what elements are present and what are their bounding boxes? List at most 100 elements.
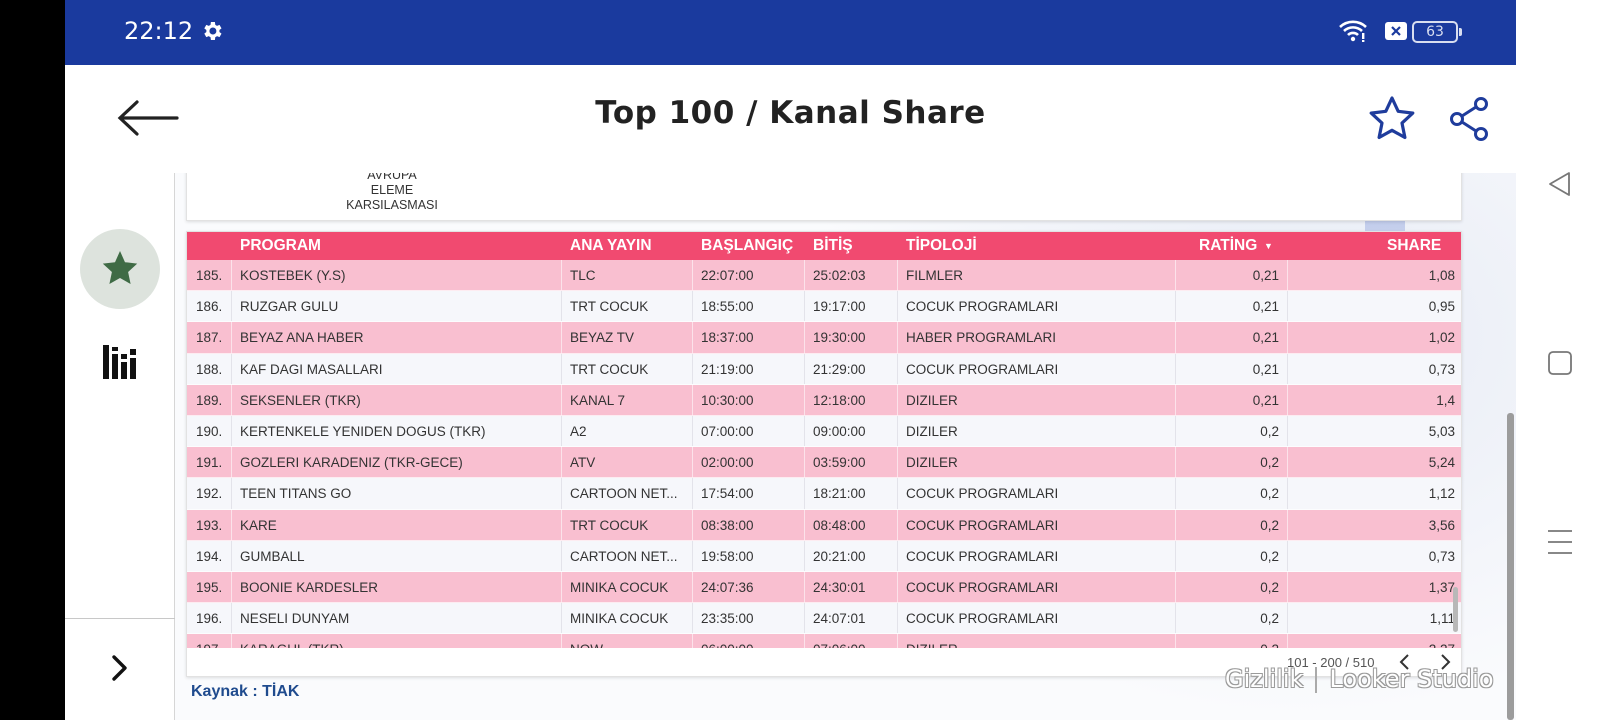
source-label: Kaynak : TİAK [191, 683, 300, 700]
table-row[interactable]: 192. TEEN TITANS GO CARTOON NET... 17:54:00… [187, 478, 1461, 510]
column-separator [692, 634, 693, 648]
column-separator [231, 384, 232, 415]
cell-end-time: 19:17:00 [813, 299, 866, 315]
sidebar-favorites-button[interactable] [80, 229, 160, 309]
cell-end-time: 12:18:00 [813, 392, 866, 408]
nav-back-button[interactable] [1516, 160, 1604, 208]
column-separator [231, 415, 232, 447]
column-separator [1175, 478, 1176, 509]
gear-icon [200, 19, 224, 48]
column-separator [897, 447, 898, 478]
cell-rating: 0,2 [1260, 517, 1279, 533]
column-separator [1287, 603, 1288, 634]
cell-typology: COCUK PROGRAMLARI [906, 611, 1059, 627]
column-header-share[interactable]: SHARE [1387, 237, 1442, 254]
cell-share: 1,08 [1428, 268, 1455, 283]
cell-end-time: 25:02:03 [813, 268, 866, 283]
column-separator [804, 291, 805, 322]
row-rank: 192. [196, 486, 223, 502]
table-row[interactable]: 196. NESELI DUNYAM MINIKA COCUK 23:35:00 24:… [187, 603, 1461, 635]
looker-studio-link[interactable]: Looker Studio [1329, 665, 1494, 693]
cell-start-time: 21:19:00 [701, 361, 754, 377]
column-separator [1287, 384, 1288, 415]
cell-end-time: 09:00:00 [813, 423, 866, 439]
column-separator [1287, 447, 1288, 478]
favorite-button[interactable] [1367, 94, 1417, 149]
chevron-right-icon [112, 655, 127, 681]
table-row[interactable]: 195. BOONIE KARDESLER MINIKA COCUK 24:07:36… [187, 571, 1461, 604]
column-separator [692, 415, 693, 447]
table-row[interactable]: 190. KERTENKELE YENIDEN DOGUS (TKR) A2 07:0… [187, 415, 1461, 448]
cell-typology: COCUK PROGRAMLARI [906, 517, 1059, 533]
row-rank: 191. [196, 455, 223, 471]
column-separator [1287, 415, 1288, 447]
column-separator [1175, 571, 1176, 603]
cell-end-time: 08:48:00 [813, 517, 866, 533]
cell-end-time: 20:21:00 [813, 548, 866, 564]
share-button[interactable] [1447, 96, 1491, 147]
cell-rating: 0,21 [1252, 330, 1279, 346]
sidebar-expand-button[interactable] [105, 653, 135, 688]
cell-channel: MINIKA COCUK [570, 579, 669, 595]
table-row[interactable]: 191. GOZLERI KARADENIZ (TKR-GECE) ATV 02:00… [187, 447, 1461, 479]
column-header-rating[interactable]: RATİNG [1199, 237, 1258, 254]
row-rank: 194. [196, 548, 223, 564]
privacy-link[interactable]: Gizlilik [1225, 665, 1304, 693]
prev-card-line: ELEME [370, 183, 414, 197]
cell-rating: 0,2 [1260, 579, 1279, 595]
column-separator [692, 540, 693, 571]
nav-menu-button[interactable] [1516, 518, 1604, 566]
column-header-program[interactable]: PROGRAM [240, 237, 321, 254]
column-header-tipoloji[interactable]: TİPOLOJİ [906, 237, 977, 254]
table-scrollbar-thumb[interactable] [1453, 587, 1458, 632]
column-separator [561, 509, 562, 540]
column-separator [1175, 634, 1176, 648]
cell-share: 5,03 [1428, 423, 1455, 439]
bar-chart-icon [103, 345, 136, 379]
cell-channel: MINIKA COCUK [570, 611, 669, 627]
table-row[interactable]: 187. BEYAZ ANA HABER BEYAZ TV 18:37:00 19:30… [187, 322, 1461, 354]
cell-start-time: 22:07:00 [701, 268, 754, 283]
sidebar-reports-button[interactable] [103, 345, 137, 384]
column-separator [1287, 260, 1288, 291]
column-separator [1287, 291, 1288, 322]
column-separator [561, 415, 562, 447]
column-header-baslangic[interactable]: BAŞLANGIÇ [701, 237, 794, 254]
table-row[interactable]: 185. KOSTEBEK (Y.S) TLC 22:07:00 25:02:03 FIL… [187, 260, 1461, 292]
column-separator [231, 509, 232, 540]
table-row[interactable]: 189. SEKSENLER (TKR) KANAL 7 10:30:00 12:18:… [187, 384, 1461, 416]
back-button[interactable] [117, 95, 179, 141]
footer-links: Gizlilik Looker Studio [1225, 665, 1494, 693]
column-header-ana-yayin[interactable]: ANA YAYIN [570, 237, 652, 254]
table-row[interactable]: 197. KARAGUL (TKR) NOW 06:00:00 07:06:00 DIZI… [187, 634, 1461, 648]
prev-card-line: AVRUPA [367, 173, 417, 182]
cell-start-time: 23:35:00 [701, 611, 754, 627]
table-row[interactable]: 188. KAF DAGI MASALLARI TRT COCUK 21:19:00 2… [187, 353, 1461, 385]
column-separator [804, 571, 805, 603]
page-scrollbar[interactable] [1507, 413, 1514, 720]
column-separator [231, 634, 232, 648]
cell-channel: A2 [570, 423, 587, 439]
sort-descending-icon[interactable]: ▼ [1264, 241, 1273, 251]
cell-share: 0,73 [1428, 361, 1455, 377]
cell-typology: DIZILER [906, 455, 958, 471]
pagination-prev-button[interactable] [1397, 653, 1413, 676]
cell-end-time: 21:29:00 [813, 361, 866, 377]
device-bezel [0, 0, 65, 720]
table-row[interactable]: 193. KARE TRT COCUK 08:38:00 08:48:00 COCUK P… [187, 509, 1461, 541]
column-separator [1175, 415, 1176, 447]
column-separator [561, 540, 562, 571]
sidebar-divider [65, 618, 175, 619]
cell-program: GOZLERI KARADENIZ (TKR-GECE) [240, 455, 463, 471]
nav-home-button[interactable] [1516, 339, 1604, 387]
table-row[interactable]: 194. GUMBALL CARTOON NET... 19:58:00 20:21:0… [187, 540, 1461, 572]
app-screen: 22:12 63 Top 100 / Kanal Share [65, 0, 1516, 720]
cell-start-time: 18:37:00 [701, 330, 754, 346]
pagination-next-button[interactable] [1437, 653, 1453, 676]
cell-share: 5,24 [1428, 455, 1455, 471]
column-header-bitis[interactable]: BİTİŞ [813, 237, 853, 254]
table-row[interactable]: 186. RUZGAR GULU TRT COCUK 18:55:00 19:17:00… [187, 291, 1461, 323]
column-separator [804, 540, 805, 571]
cell-end-time: 19:30:00 [813, 330, 866, 346]
row-rank: 196. [196, 611, 223, 627]
